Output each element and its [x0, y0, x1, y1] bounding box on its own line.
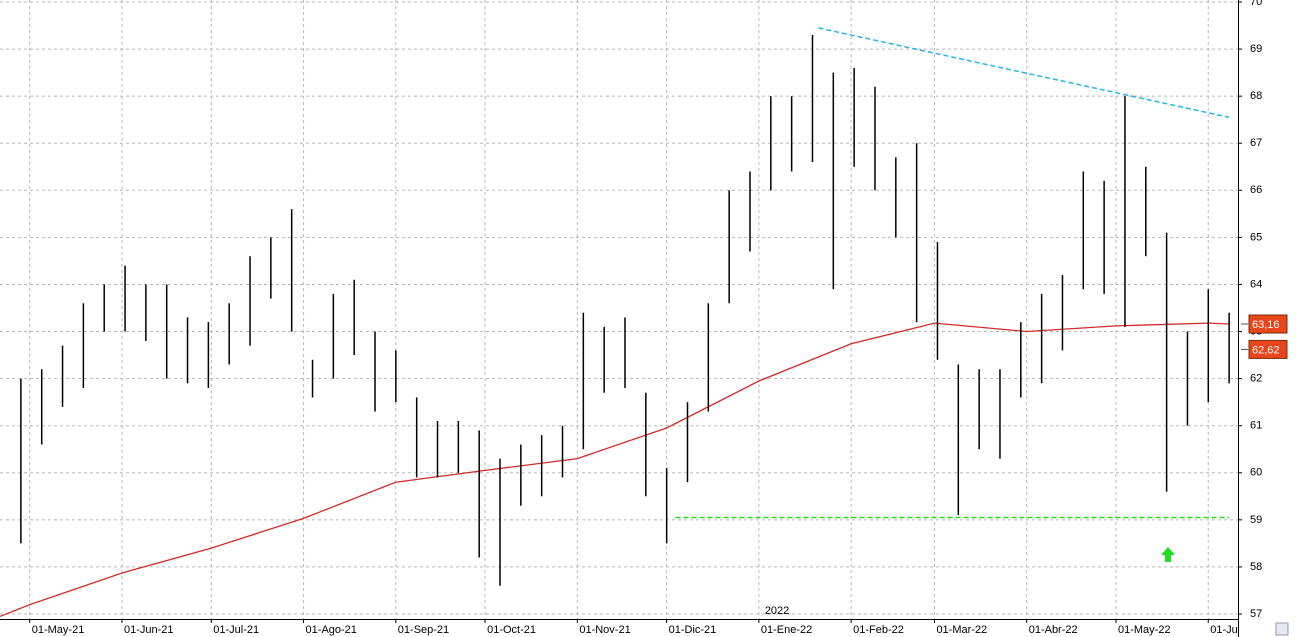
y-tick-label: 64 [1250, 278, 1262, 290]
x-tick-label: 01-Ago-21 [306, 624, 357, 636]
annotation: 2022 [765, 605, 789, 617]
x-tick-label: 01-Nov-21 [579, 624, 630, 636]
y-tick-label: 57 [1250, 608, 1262, 620]
y-tick-label: 67 [1250, 137, 1262, 149]
x-tick-label: 01-Jul-21 [213, 624, 259, 636]
y-tick-label: 70 [1250, 0, 1262, 8]
y-tick-label: 61 [1250, 420, 1262, 432]
trend-line [818, 27, 1230, 119]
y-tick-label: 62 [1250, 373, 1262, 385]
x-tick-label: 01-Feb-22 [853, 624, 904, 636]
y-tick-label: 66 [1250, 184, 1262, 196]
x-tick-label: 01-Ene-22 [761, 624, 812, 636]
price-marker-box [1248, 339, 1288, 359]
y-tick-label: 59 [1250, 514, 1262, 526]
x-tick-label: 01-Oct-21 [487, 624, 536, 636]
price-marker-box [1248, 314, 1288, 334]
x-tick-label: 01-Abr-22 [1029, 624, 1078, 636]
up-arrow [1161, 547, 1175, 562]
y-tick-label: 68 [1250, 90, 1262, 102]
x-tick-label: 01-May-22 [1118, 624, 1171, 636]
x-tick-label: 01-Dic-21 [669, 624, 717, 636]
x-tick-label: 01-Sep-21 [398, 624, 449, 636]
x-tick-label: 01-Jun-21 [124, 624, 174, 636]
price-marker-label: 63,16 [1252, 319, 1280, 331]
y-tick-label: 65 [1250, 231, 1262, 243]
x-tick-label: 01-May-21 [32, 624, 85, 636]
price-marker-label: 62,62 [1252, 344, 1280, 356]
x-tick-label: 01-Mar-22 [936, 624, 987, 636]
y-tick-label: 58 [1250, 561, 1262, 573]
corner-icon [1275, 622, 1289, 636]
y-tick-label: 69 [1250, 43, 1262, 55]
x-tick-label: 01-Ju [1210, 624, 1238, 636]
y-tick-label: 60 [1250, 467, 1262, 479]
moving-average [0, 322, 1230, 618]
